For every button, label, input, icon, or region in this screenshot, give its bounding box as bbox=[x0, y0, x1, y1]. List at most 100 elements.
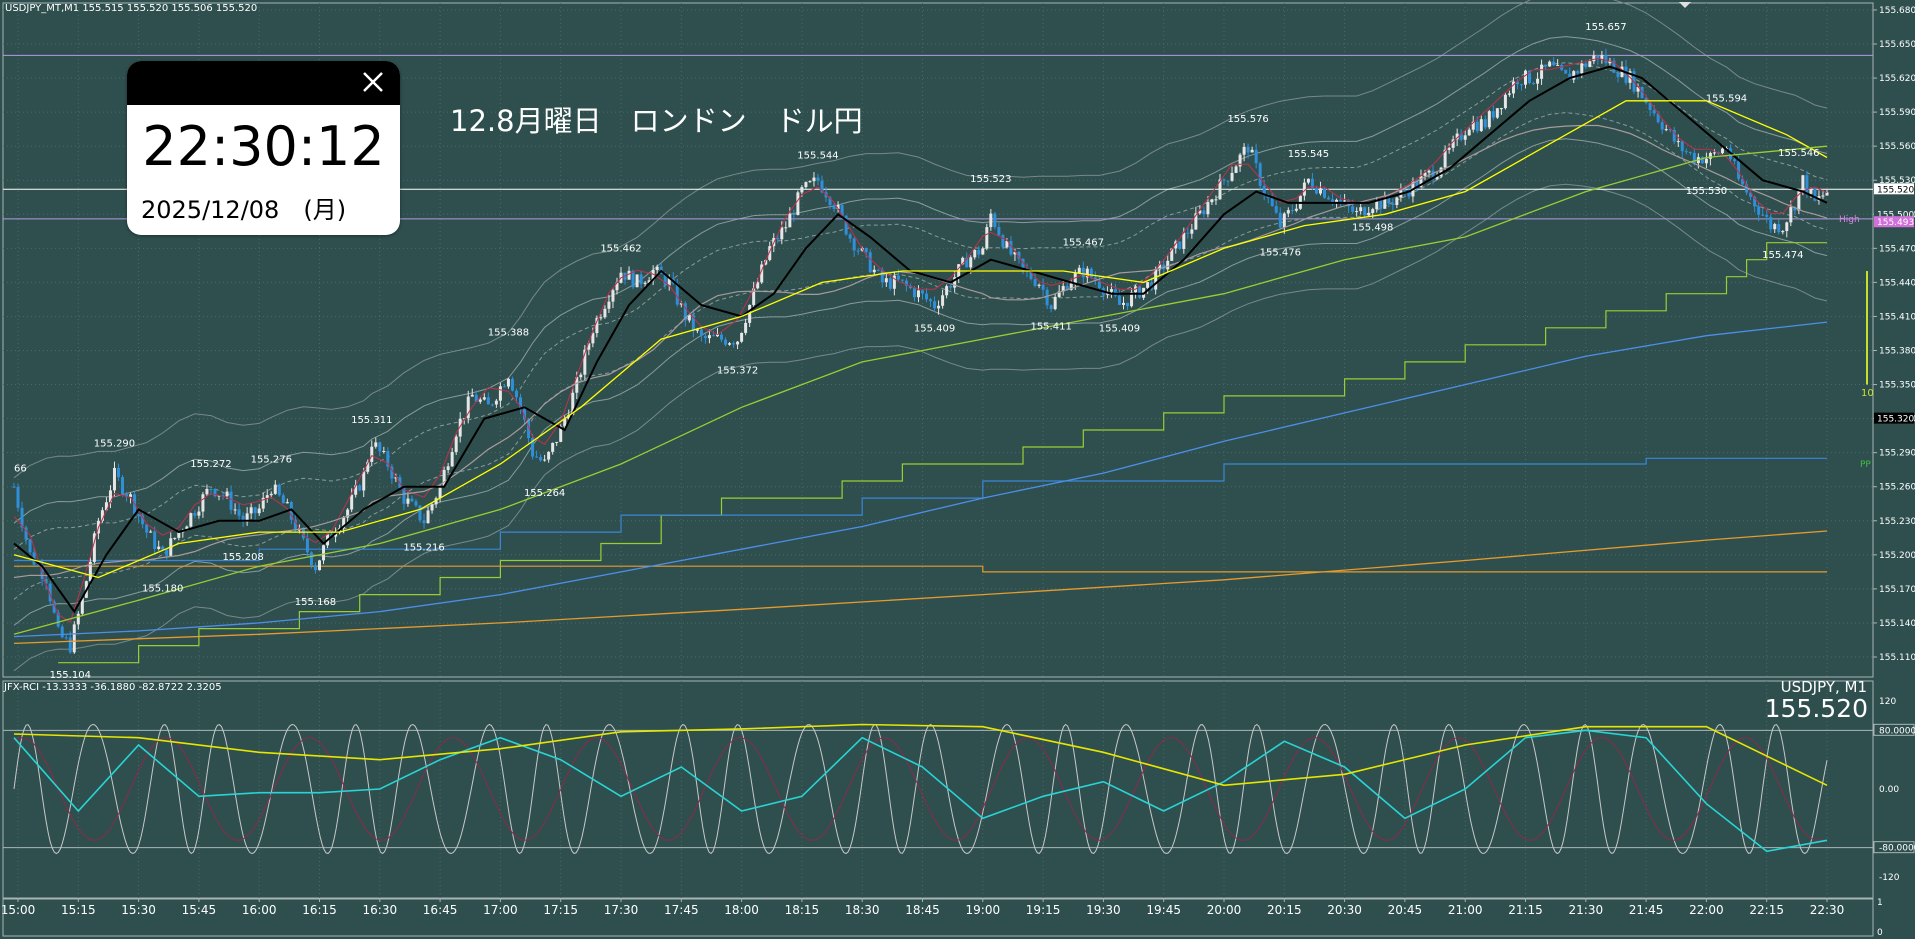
close-icon[interactable] bbox=[358, 67, 388, 97]
time-tick-label: 21:45 bbox=[1629, 903, 1664, 917]
candle-body bbox=[1684, 151, 1688, 153]
candle-body bbox=[1528, 70, 1532, 84]
candle-body bbox=[627, 270, 631, 280]
candle-body bbox=[1604, 55, 1608, 64]
candle-body bbox=[1443, 149, 1447, 168]
candle-body bbox=[193, 513, 197, 516]
candle-body bbox=[607, 301, 611, 309]
candle-body bbox=[209, 488, 213, 490]
candle-body bbox=[1560, 64, 1564, 70]
time-tick-label: 15:45 bbox=[182, 903, 217, 917]
candle-body bbox=[1757, 206, 1761, 215]
candle-body bbox=[1383, 196, 1387, 209]
candle-body bbox=[912, 288, 916, 298]
candle-body bbox=[1584, 63, 1588, 67]
time-tick-label: 18:30 bbox=[845, 903, 880, 917]
time-tick-label: 22:30 bbox=[1810, 903, 1845, 917]
time-tick-label: 21:30 bbox=[1569, 903, 1604, 917]
candle-body bbox=[454, 436, 458, 453]
candle-body bbox=[153, 531, 157, 549]
swing-label: 155.409 bbox=[1099, 324, 1140, 335]
candle-body bbox=[318, 560, 321, 571]
candle-body bbox=[438, 485, 442, 499]
candle-body bbox=[1282, 213, 1286, 228]
candle-body bbox=[1379, 200, 1383, 209]
candle-body bbox=[261, 497, 265, 509]
candle-body bbox=[1302, 182, 1306, 196]
candle-body bbox=[301, 528, 305, 539]
candle-body bbox=[1089, 268, 1093, 278]
candle-body bbox=[213, 488, 217, 497]
swing-label: 155.594 bbox=[1706, 94, 1747, 105]
candle-body bbox=[309, 552, 313, 566]
candle-body bbox=[591, 333, 595, 344]
swing-label: 155.576 bbox=[1227, 114, 1268, 125]
candle-body bbox=[1785, 222, 1789, 232]
time-tick-label: 15:15 bbox=[61, 903, 96, 917]
candle-body bbox=[205, 488, 209, 495]
candle-body bbox=[1499, 108, 1503, 110]
rci-level-label: 80.0000 bbox=[1879, 726, 1915, 736]
candle-body bbox=[1712, 152, 1716, 154]
candle-body bbox=[1391, 203, 1395, 205]
candle-body bbox=[173, 537, 177, 539]
swing-label: 155.523 bbox=[970, 174, 1011, 185]
candle-body bbox=[1676, 141, 1680, 143]
bottom-scale-bottom-label: 0 bbox=[1877, 928, 1883, 938]
candle-body bbox=[631, 270, 635, 288]
candle-body bbox=[20, 507, 24, 528]
series-ma_mid bbox=[13, 100, 1828, 579]
candle-body bbox=[880, 270, 884, 283]
candle-body bbox=[796, 192, 800, 216]
candle-body bbox=[812, 177, 816, 182]
time-tick-label: 16:30 bbox=[363, 903, 398, 917]
candle-body bbox=[820, 180, 824, 193]
candle-body bbox=[1290, 210, 1294, 212]
high-price-tag: 155.493 bbox=[1877, 218, 1914, 228]
candle-body bbox=[1310, 178, 1314, 189]
candle-body bbox=[1109, 289, 1113, 292]
candle-body bbox=[651, 270, 655, 281]
bottom-scale-top-label: 1 bbox=[1877, 898, 1883, 908]
candle-body bbox=[410, 498, 414, 502]
candle-body bbox=[1672, 129, 1676, 142]
candle-body bbox=[1797, 190, 1801, 211]
candle-body bbox=[1041, 284, 1045, 290]
candle-body bbox=[559, 426, 563, 442]
candle-body bbox=[1580, 63, 1584, 74]
swing-label: 155.388 bbox=[488, 327, 529, 338]
candle-body bbox=[969, 257, 973, 268]
candle-body bbox=[675, 283, 679, 305]
candle-body bbox=[732, 343, 736, 345]
candle-body bbox=[531, 438, 535, 457]
swing-label: 155.530 bbox=[1686, 186, 1727, 197]
candle-body bbox=[322, 545, 326, 561]
swing-label: 155.498 bbox=[1352, 223, 1393, 234]
candle-body bbox=[667, 278, 671, 286]
candle-body bbox=[129, 494, 133, 497]
candle-body bbox=[1652, 110, 1656, 114]
candle-body bbox=[1640, 86, 1644, 99]
candle-body bbox=[1765, 215, 1769, 217]
candle-body bbox=[1005, 241, 1009, 248]
candle-body bbox=[1668, 129, 1672, 131]
candle-body bbox=[1805, 175, 1809, 194]
time-tick-label: 18:45 bbox=[905, 903, 940, 917]
candle-body bbox=[121, 477, 125, 495]
candle-body bbox=[868, 252, 872, 273]
candle-body bbox=[56, 612, 60, 627]
time-tick-label: 15:00 bbox=[1, 903, 36, 917]
candle-body bbox=[828, 197, 832, 206]
candle-body bbox=[1194, 213, 1198, 230]
candle-body bbox=[1001, 235, 1005, 248]
candle-body bbox=[1021, 258, 1025, 269]
candle-body bbox=[1556, 64, 1560, 66]
candle-body bbox=[1351, 206, 1355, 212]
candle-body bbox=[1471, 121, 1475, 130]
candle-body bbox=[1419, 175, 1423, 188]
candle-body bbox=[165, 549, 169, 556]
candle-body bbox=[1331, 199, 1335, 203]
candle-body bbox=[1532, 83, 1536, 85]
candle-body bbox=[937, 305, 941, 309]
candle-body bbox=[366, 461, 370, 472]
